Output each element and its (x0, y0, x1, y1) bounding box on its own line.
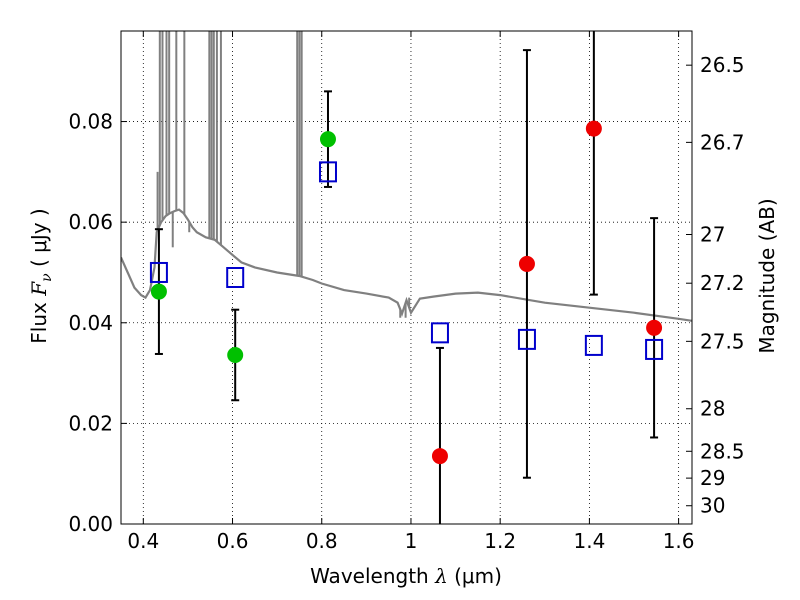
red-data-point (518, 255, 535, 272)
magnitude-tick-label: 26.7 (700, 130, 745, 154)
green-data-point (150, 283, 167, 300)
x-tick-label: 0.4 (127, 529, 159, 553)
error-bars (154, 31, 659, 524)
x-axis-label: Wavelength λ (μm) (310, 564, 502, 588)
red-data-point (646, 319, 663, 336)
magnitude-tick-label: 27.2 (700, 271, 745, 295)
model-flux-square (645, 338, 664, 360)
model-flux-square (226, 267, 245, 288)
y-tick-label: 0.04 (68, 311, 113, 335)
magnitude-tick-label: 28.5 (700, 439, 745, 463)
x-tick-label: 1 (405, 529, 418, 553)
right-axis-label: Magnitude (AB) (755, 198, 779, 353)
model-flux-square (149, 261, 168, 283)
x-tick-label: 0.6 (217, 529, 249, 553)
y-tick-label: 0.02 (68, 411, 113, 435)
green-data-point (227, 346, 244, 363)
x-tick-label: 1.6 (663, 529, 695, 553)
y-tick-label: 0.06 (68, 210, 113, 234)
magnitude-tick-label: 30 (700, 494, 725, 518)
model-spectrum (121, 31, 692, 322)
magnitude-tick-label: 28 (700, 397, 725, 421)
model-flux-square (430, 322, 449, 344)
model-flux-square (318, 161, 337, 183)
y-tick-label: 0.00 (68, 512, 113, 536)
axis-ticks: 0.4 0.6 0.8 1 1.2 1.4 1.6 0.00 0.02 0.04 0.06 0.08 2… (68, 31, 745, 553)
plot-frame (120, 30, 693, 525)
grid-lines (121, 31, 692, 524)
x-tick-label: 1.4 (573, 529, 605, 553)
y-tick-label: 0.08 (68, 110, 113, 134)
model-spectrum-line (121, 208, 692, 322)
magnitude-tick-label: 27.5 (700, 329, 745, 353)
magnitude-tick-label: 27 (700, 223, 725, 247)
x-tick-label: 0.8 (306, 529, 338, 553)
red-data-point (585, 120, 602, 137)
x-tick-label: 1.2 (484, 529, 516, 553)
model-flux-square (584, 334, 603, 356)
y-axis-label: Flux Fν ( μJy ) (27, 208, 55, 343)
data-points (149, 120, 664, 465)
red-data-point (431, 448, 448, 465)
magnitude-tick-label: 29 (700, 466, 725, 490)
magnitude-tick-label: 26.5 (700, 53, 745, 77)
green-data-point (319, 131, 336, 148)
model-flux-square (517, 328, 536, 350)
